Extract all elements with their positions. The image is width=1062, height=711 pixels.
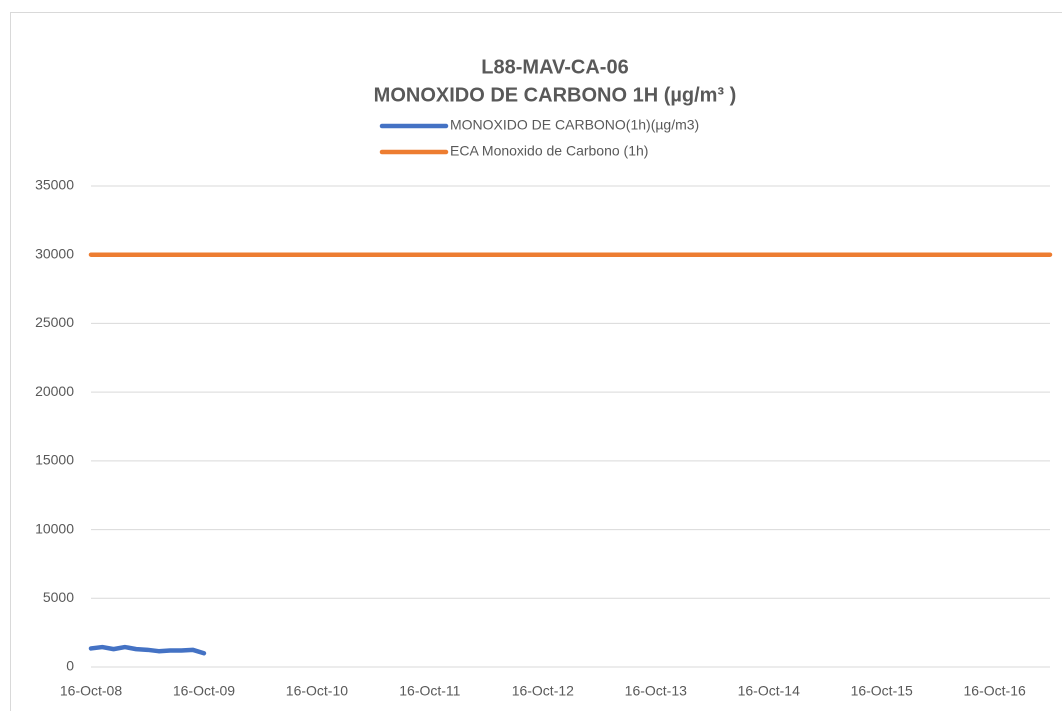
- y-tick-label: 25000: [35, 314, 74, 330]
- x-tick-label: 16-Oct-15: [851, 683, 913, 699]
- x-tick-label: 16-Oct-14: [738, 683, 800, 699]
- x-tick-label: 16-Oct-13: [625, 683, 687, 699]
- x-tick-label: 16-Oct-09: [173, 683, 235, 699]
- chart-subtitle: MONOXIDO DE CARBONO 1H (µg/m³ ): [374, 84, 737, 106]
- y-tick-label: 10000: [35, 520, 74, 536]
- y-tick-label: 5000: [43, 589, 74, 605]
- y-tick-label: 30000: [35, 245, 74, 261]
- chart-frame: [10, 12, 1062, 711]
- y-tick-label: 20000: [35, 383, 74, 399]
- legend-label: MONOXIDO DE CARBONO(1h)(µg/m3): [450, 117, 699, 133]
- x-tick-label: 16-Oct-12: [512, 683, 574, 699]
- y-tick-label: 0: [66, 658, 74, 674]
- x-tick-label: 16-Oct-11: [399, 683, 460, 699]
- y-tick-label: 15000: [35, 452, 74, 468]
- legend-label: ECA Monoxido de Carbono (1h): [450, 143, 648, 159]
- chart-title: L88-MAV-CA-06: [481, 56, 628, 78]
- x-tick-label: 16-Oct-10: [286, 683, 348, 699]
- x-tick-label: 16-Oct-08: [60, 683, 122, 699]
- y-tick-label: 35000: [35, 177, 74, 193]
- x-tick-label: 16-Oct-16: [964, 683, 1026, 699]
- series-line: [88, 644, 207, 656]
